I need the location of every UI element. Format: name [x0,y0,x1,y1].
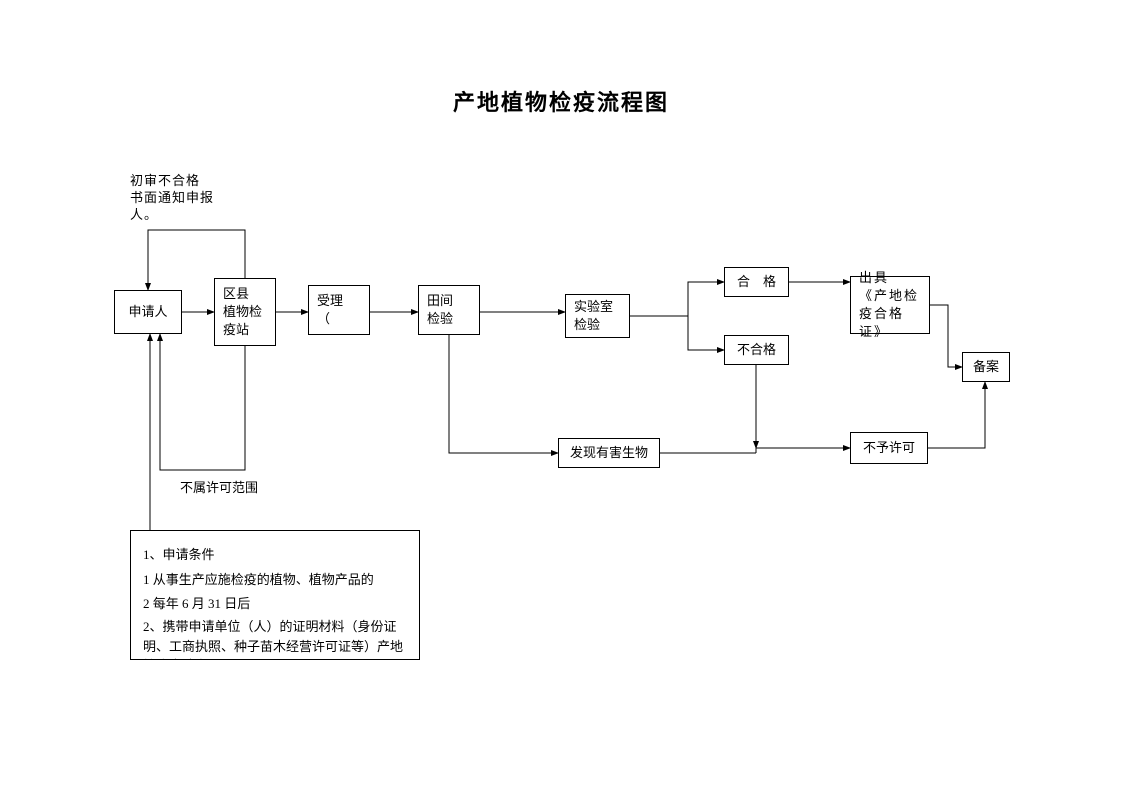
node-record: 备案 [962,352,1010,382]
node-accept: 受理 （ [308,285,370,335]
node-station: 区县 植物检 疫站 [214,278,276,346]
node-label: 田间 检验 [427,292,453,328]
connectors [0,0,1122,793]
node-harmful: 发现有害生物 [558,438,660,468]
info-line: 1 从事生产应施检疫的植物、植物产品的 [143,568,407,593]
node-label: 不予许可 [863,439,915,457]
node-fail: 不合格 [724,335,789,365]
node-label: 出具 《产地检 疫合格证》 [859,269,921,342]
node-label: 受理 （ [317,292,343,328]
info-line: 2 每年 6 月 31 日后 [143,592,407,617]
info-box: 1、申请条件 1 从事生产应施检疫的植物、植物产品的 2 每年 6 月 31 日… [130,530,420,660]
label-reject-notice: 初审不合格 书面通知申报 人。 [130,173,214,224]
node-label: 申请人 [128,303,167,321]
node-label: 备案 [973,358,999,376]
diagram-title: 产地植物检疫流程图 [0,85,1122,117]
node-field: 田间 检验 [418,285,480,335]
node-lab: 实验室 检验 [565,294,630,338]
node-issue: 出具 《产地检 疫合格证》 [850,276,930,334]
node-label: 不合格 [737,341,776,359]
node-label: 区县 植物检 疫站 [223,285,262,340]
node-pass: 合 格 [724,267,789,297]
node-applicant: 申请人 [114,290,182,334]
node-label: 实验室 检验 [574,298,613,334]
node-label: 发现有害生物 [570,444,648,462]
info-line: 1、申请条件 [143,543,407,568]
node-label: 合 格 [737,273,776,291]
info-line: 2、携带申请单位（人）的证明材料（身份证明、工商执照、种子苗木经营许可证等）产地… [143,617,407,660]
label-out-of-scope: 不属许可范围 [180,480,258,497]
node-deny: 不予许可 [850,432,928,464]
